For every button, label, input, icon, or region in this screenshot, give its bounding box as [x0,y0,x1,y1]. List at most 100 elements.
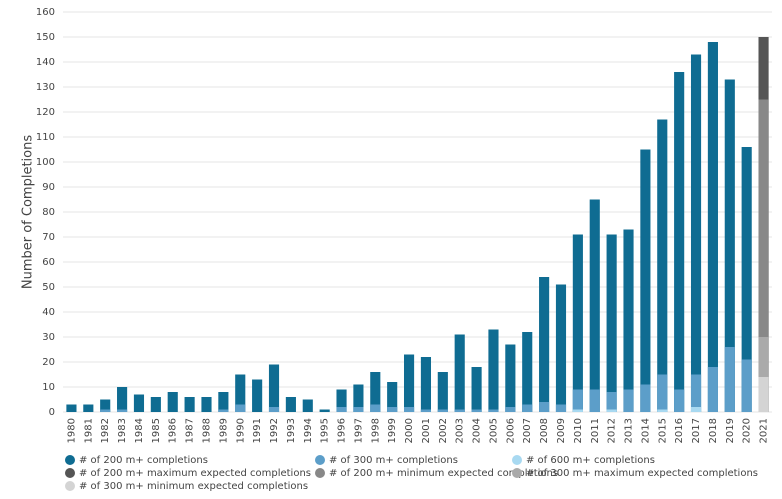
x-tick-label: 1990 [235,418,246,443]
x-tick-label: 2001 [421,418,432,443]
x-tick-label: 1980 [66,418,77,443]
x-tick-label: 1997 [353,418,364,443]
x-tick-label: 1992 [269,418,280,443]
x-tick-label: 1999 [387,418,398,443]
bar [674,389,685,412]
bar [454,409,465,412]
x-tick-label: 1984 [134,418,145,443]
y-tick-label: 0 [49,407,55,418]
bar [741,147,752,412]
bar [572,409,583,412]
bar [606,409,617,412]
y-tick-label: 140 [36,57,55,68]
bar [420,357,432,412]
x-tick-label: 1989 [218,418,229,443]
bar [100,409,111,412]
bar [589,199,600,412]
bar [539,277,550,412]
legend-label: # of 200 m+ minimum expected completions [329,468,558,479]
bar [657,374,668,412]
bar [370,404,381,412]
y-tick-label: 10 [42,382,55,393]
x-tick-label: 2018 [708,418,719,443]
y-tick-label: 50 [42,282,55,293]
x-tick-label: 1993 [286,418,297,443]
legend-marker [65,481,75,491]
bar [285,397,296,412]
bar [741,359,752,412]
x-tick-label: 2008 [539,418,550,443]
bar [623,229,634,412]
bar [471,409,482,412]
x-tick-label: 2005 [488,418,499,443]
x-tick-label: 2006 [505,418,516,443]
bar [302,399,313,412]
bar [201,397,212,412]
bar [336,389,347,412]
x-tick-label: 2017 [691,418,702,443]
bar [505,407,516,412]
x-tick-label: 2007 [522,418,533,443]
bar [66,404,77,412]
bar [387,382,398,412]
bar [690,54,702,412]
bar [707,42,718,412]
x-tick-label: 2016 [674,418,685,443]
bar [657,409,668,412]
x-tick-label: 2014 [640,418,651,443]
x-tick-label: 1983 [117,418,128,443]
bar [100,399,111,412]
bar [319,409,330,412]
y-tick-label: 150 [36,32,55,43]
bar [758,99,769,412]
bar [539,402,550,412]
x-tick-label: 2002 [438,418,449,443]
bar [167,392,178,412]
bar [235,404,246,412]
y-tick-label: 70 [42,232,55,243]
bar [572,234,583,412]
x-tick-label: 1981 [83,418,94,443]
bar [724,79,735,412]
bar [606,392,617,412]
x-tick-label: 2019 [725,418,736,443]
legend-marker [65,468,75,478]
bar [133,394,145,412]
bar [657,119,668,412]
y-tick-label: 60 [42,257,55,268]
bar [623,389,634,412]
bar [235,374,246,412]
bar [724,347,735,412]
legend-marker [315,468,325,478]
legend-label: # of 300 m+ completions [329,455,458,466]
bar [218,409,229,412]
x-tick-label: 2021 [759,418,770,443]
bar [353,384,364,412]
bar [758,337,769,412]
x-tick-label: 2000 [404,418,415,443]
bar [454,334,465,412]
bar [218,392,229,412]
x-tick-label: 1982 [100,418,111,443]
bar [522,404,533,412]
x-tick-label: 1998 [370,418,381,443]
legend-marker [65,455,75,465]
x-tick-label: 1996 [337,418,348,443]
bar [117,387,128,412]
bar [268,407,280,412]
bar [488,409,499,412]
y-tick-label: 160 [36,7,55,18]
bar [522,332,533,412]
x-tick-label: 1986 [168,418,179,443]
bar [420,409,432,412]
x-tick-label: 1994 [303,418,314,443]
bar [437,372,448,412]
bar [83,404,94,412]
y-tick-label: 40 [42,307,55,318]
y-axis-label: Number of Completions [21,135,36,289]
bar [117,409,128,412]
bar [555,404,567,412]
legend-label: # of 600 m+ completions [526,455,655,466]
bar [589,389,600,412]
